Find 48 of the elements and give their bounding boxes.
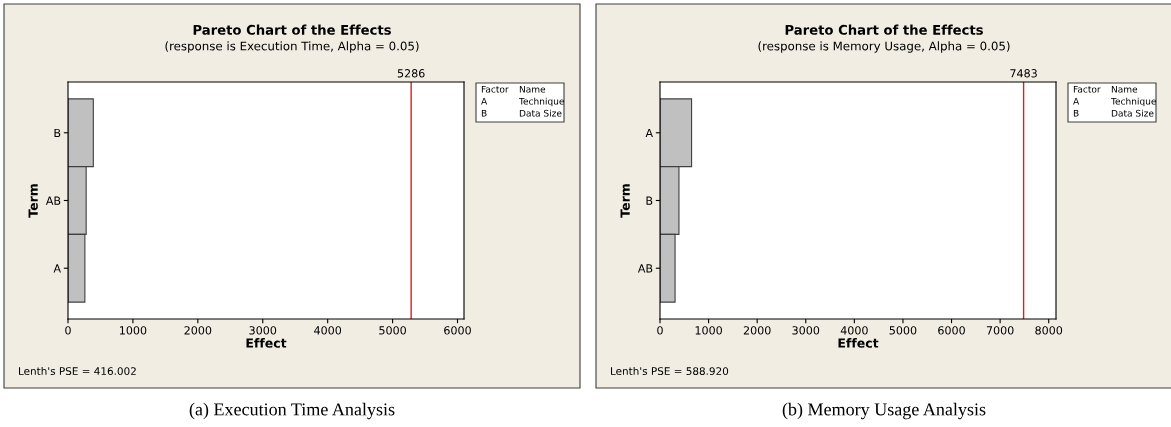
text: Lenth's PSE = 588.920 <box>611 366 729 376</box>
chart-title: Pareto Chart of the Effects <box>785 24 983 35</box>
text: A <box>481 97 488 105</box>
y-tick-label: A <box>645 128 653 138</box>
x-tick-label: 7000 <box>986 326 1014 335</box>
text: Name <box>1111 85 1138 93</box>
text: Data Size <box>519 109 562 117</box>
y-axis-title: Term <box>620 184 630 218</box>
x-tick-label: 1000 <box>120 326 147 335</box>
ref-line-label: 7483 <box>1010 69 1037 78</box>
x-tick-label: 3000 <box>249 326 277 335</box>
text: B <box>481 109 487 117</box>
text: Technique <box>1110 97 1156 107</box>
chart-subtitle: (response is Execution Time, Alpha = 0.05) <box>165 41 419 53</box>
y-tick-label: B <box>54 128 61 138</box>
text: Factor <box>481 85 509 93</box>
x-tick-label: 4000 <box>314 326 342 335</box>
text: Lenth's PSE = 416.002 <box>19 366 136 376</box>
y-tick-label: AB <box>637 264 653 273</box>
text: B <box>1073 109 1079 117</box>
text: Technique <box>518 97 564 107</box>
x-axis-title: Effect <box>246 338 287 348</box>
text: Factor <box>1073 85 1101 93</box>
x-axis-title: Effect <box>838 338 879 348</box>
y-tick-label: AB <box>45 196 61 205</box>
chart-subtitle: (response is Memory Usage, Alpha = 0.05) <box>758 41 1010 53</box>
y-tick-label: A <box>53 264 61 273</box>
text: (b) Memory Usage Analysis <box>782 402 986 420</box>
x-tick-label: 6000 <box>444 326 471 335</box>
text: (a) Execution Time Analysis <box>189 402 395 420</box>
x-tick-label: 4000 <box>840 326 868 335</box>
text: A <box>1073 97 1080 105</box>
x-tick-label: 0 <box>657 326 663 335</box>
x-tick-label: 5000 <box>889 326 917 335</box>
x-tick-label: 1000 <box>695 326 722 335</box>
x-tick-label: 2000 <box>184 326 212 335</box>
x-tick-label: 6000 <box>938 326 965 335</box>
x-tick-label: 0 <box>65 326 71 335</box>
x-tick-label: 3000 <box>792 326 820 335</box>
chart-title: Pareto Chart of the Effects <box>193 24 391 35</box>
ref-line-label: 5286 <box>397 69 425 78</box>
text: Data Size <box>1111 109 1154 117</box>
text: Name <box>519 85 546 93</box>
x-tick-label: 8000 <box>1035 326 1063 335</box>
x-tick-label: 5000 <box>379 326 406 335</box>
y-tick-label: B <box>646 196 653 205</box>
x-tick-label: 2000 <box>743 326 771 335</box>
y-axis-title: Term <box>28 184 38 218</box>
